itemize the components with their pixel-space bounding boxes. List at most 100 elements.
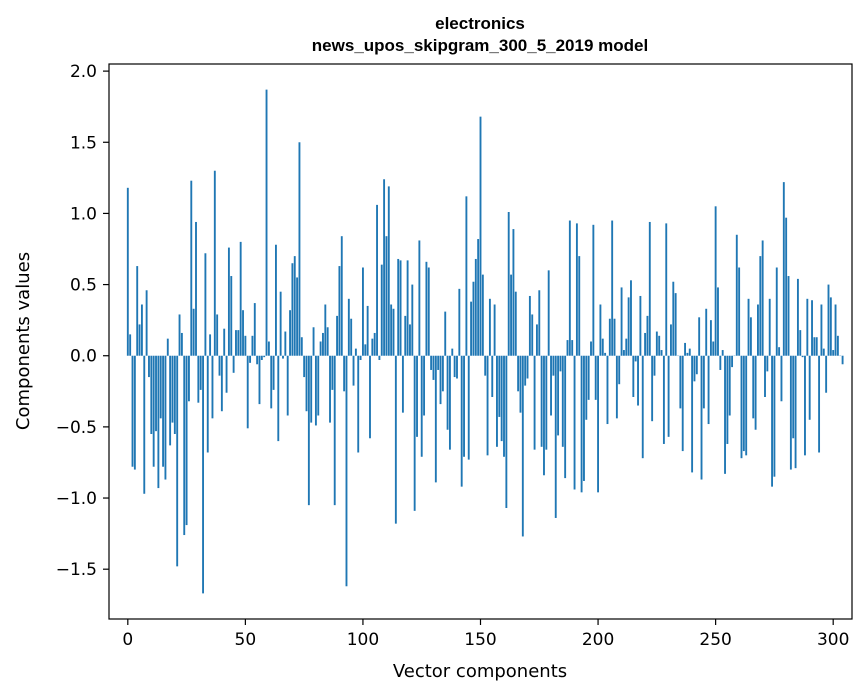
bar xyxy=(286,355,289,416)
bar xyxy=(145,290,148,356)
bar xyxy=(517,355,520,392)
y-tick-label: −1.0 xyxy=(56,489,97,509)
bar xyxy=(752,355,755,419)
bar xyxy=(446,355,449,430)
bar xyxy=(314,355,317,426)
bar xyxy=(190,180,193,356)
bar xyxy=(740,355,743,459)
bar xyxy=(390,304,393,356)
bar xyxy=(183,355,186,536)
bar xyxy=(239,241,242,356)
bar xyxy=(681,355,684,452)
bar xyxy=(242,310,244,356)
bar xyxy=(307,355,310,506)
bar xyxy=(578,256,581,356)
bar xyxy=(747,298,750,356)
y-axis-label: Components values xyxy=(13,252,34,430)
bar xyxy=(658,335,661,356)
bar xyxy=(780,355,783,402)
bar xyxy=(136,266,139,356)
bar xyxy=(423,355,426,416)
bar xyxy=(227,247,230,356)
bar xyxy=(519,355,522,413)
bar xyxy=(418,240,421,356)
bar xyxy=(148,355,150,378)
bar xyxy=(409,324,411,356)
bar xyxy=(263,355,266,358)
bar xyxy=(662,355,665,444)
bar xyxy=(496,355,498,447)
bar xyxy=(604,352,607,356)
bar xyxy=(630,280,632,356)
bar xyxy=(176,355,179,567)
bar xyxy=(613,318,616,356)
bar xyxy=(209,334,212,356)
bar xyxy=(771,355,773,487)
bar xyxy=(773,355,776,477)
bar xyxy=(369,355,371,439)
bar xyxy=(639,295,642,356)
bar xyxy=(131,355,134,467)
bar xyxy=(235,330,237,356)
bar xyxy=(213,170,216,356)
bar xyxy=(585,355,588,420)
y-tick-label: 2.0 xyxy=(70,62,97,82)
bar xyxy=(660,350,663,356)
bar xyxy=(326,327,329,356)
bar xyxy=(789,355,792,470)
bar xyxy=(300,337,303,356)
bar xyxy=(129,334,132,356)
bar xyxy=(655,331,658,356)
bar xyxy=(533,355,536,450)
x-axis-label: Vector components xyxy=(393,661,567,682)
bar xyxy=(322,332,324,356)
bar xyxy=(735,234,738,356)
chart-subtitle: news_upos_skipgram_300_5_2019 model xyxy=(312,36,648,55)
bar xyxy=(514,291,517,356)
bar xyxy=(644,332,647,356)
bar xyxy=(606,355,609,425)
bar xyxy=(155,355,157,432)
bar xyxy=(679,355,682,409)
bar xyxy=(397,258,400,356)
bar xyxy=(575,223,578,356)
bar xyxy=(253,303,256,356)
bar xyxy=(528,295,531,356)
bar xyxy=(627,297,630,356)
bar xyxy=(559,355,562,372)
bar xyxy=(218,355,221,376)
bar xyxy=(709,320,712,356)
bar xyxy=(303,355,306,378)
bar xyxy=(592,224,595,356)
bar xyxy=(202,355,204,594)
bar xyxy=(324,304,327,356)
bar xyxy=(799,330,802,356)
bar xyxy=(249,355,252,363)
bar xyxy=(185,355,188,526)
bar xyxy=(651,355,654,422)
bar xyxy=(293,256,296,356)
bar xyxy=(827,284,830,356)
bar xyxy=(251,335,254,356)
bar xyxy=(354,348,357,356)
bar xyxy=(775,267,778,356)
bar xyxy=(634,355,637,362)
bar xyxy=(244,335,247,356)
bar xyxy=(362,267,364,356)
bar xyxy=(383,179,386,356)
x-tick-label: 100 xyxy=(347,630,379,650)
bar xyxy=(430,355,433,370)
bar xyxy=(705,308,708,356)
bar xyxy=(806,298,809,356)
bar xyxy=(505,355,508,508)
bar xyxy=(707,355,710,425)
bar xyxy=(197,355,200,403)
bar xyxy=(192,308,195,356)
bar xyxy=(439,355,442,405)
bar xyxy=(331,355,334,390)
bar xyxy=(420,355,423,457)
bar xyxy=(413,355,416,511)
bar xyxy=(458,288,461,356)
bar xyxy=(399,260,402,356)
bar xyxy=(140,304,143,356)
